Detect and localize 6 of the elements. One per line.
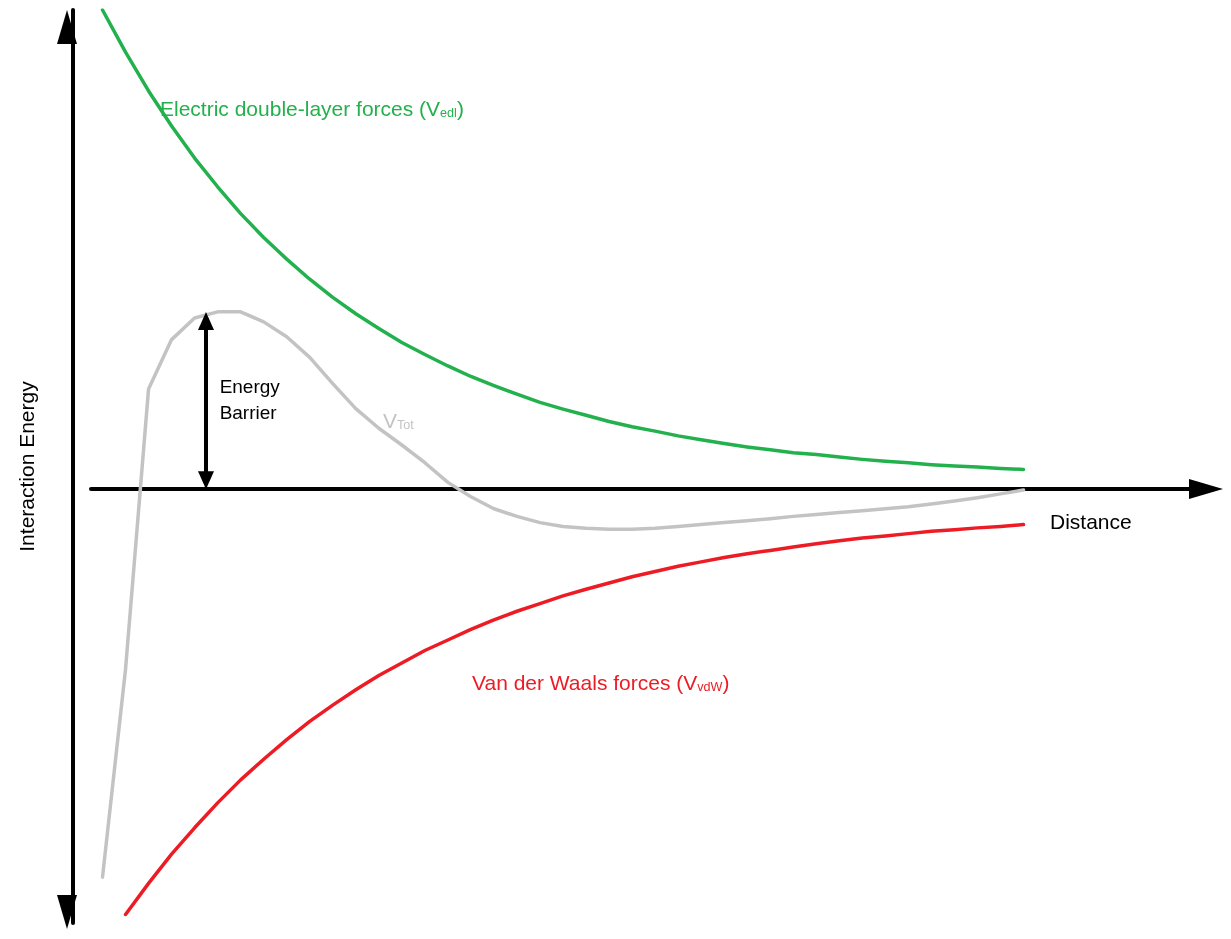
- series-label: Electric double-layer forces (Vedl): [160, 97, 464, 121]
- annotation: Energy Barrier: [219, 375, 281, 426]
- series-label: VTot: [383, 409, 415, 433]
- series-label: Van der Waals forces (VvdW): [472, 671, 730, 695]
- y-axis-title: Interaction Energy: [15, 380, 38, 552]
- x-axis-title: Distance: [1050, 510, 1132, 533]
